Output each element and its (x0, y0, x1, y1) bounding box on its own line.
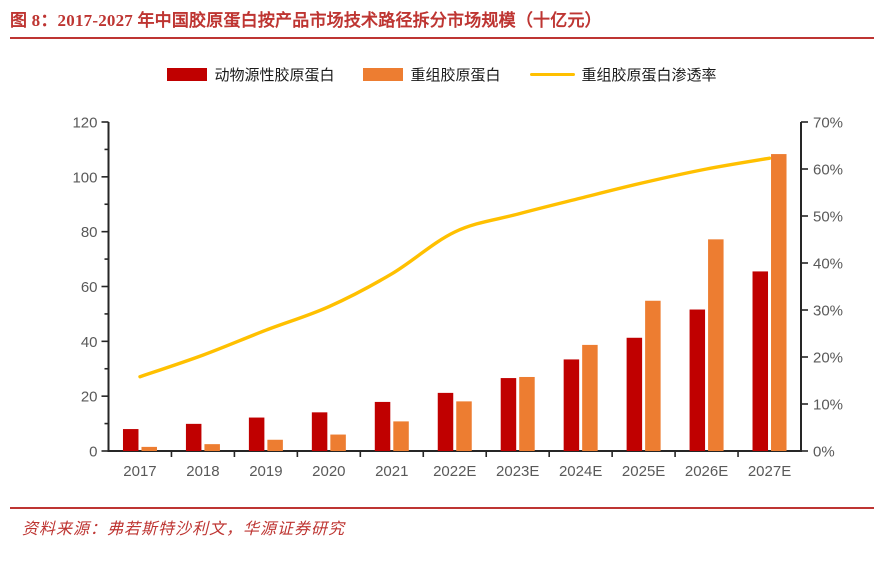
legend-label: 重组胶原蛋白渗透率 (581, 67, 717, 84)
left-axis-label: 120 (72, 115, 97, 132)
x-axis-category-label: 2020 (312, 463, 345, 480)
bar (626, 337, 643, 451)
left-axis-label: 20 (81, 389, 98, 406)
bar (141, 446, 157, 451)
legend-item-recombinant-collagen: 重组胶原蛋白 (363, 64, 501, 85)
bar (248, 417, 265, 451)
x-axis-category-label: 2021 (375, 463, 408, 480)
bar (500, 378, 517, 451)
figure-title: 图 8：2017-2027 年中国胶原蛋白按产品市场技术路径拆分市场规模（十亿元… (10, 11, 602, 30)
bar (374, 401, 391, 451)
x-axis-category-label: 2025E (622, 463, 665, 480)
bar (689, 309, 706, 451)
bar (437, 392, 454, 451)
x-axis-category-label: 2019 (249, 463, 282, 480)
bar (645, 300, 661, 451)
bar (204, 444, 220, 451)
bar (582, 344, 598, 451)
right-axis-label: 40% (813, 256, 843, 273)
legend-label: 重组胶原蛋白 (410, 67, 501, 84)
bar (708, 239, 724, 451)
axis-lines (107, 122, 802, 452)
recombinant-collagen-swatch-icon (363, 68, 404, 81)
right-axis-label: 50% (813, 209, 843, 226)
right-axis-label: 30% (813, 303, 843, 320)
title-divider (10, 37, 874, 40)
right-axis-label: 10% (813, 397, 843, 414)
source-note: 资料来源：弗若斯特沙利文，华源证券研究 (22, 521, 346, 538)
bar (330, 434, 346, 451)
left-axis-label: 100 (72, 169, 97, 186)
bar (519, 376, 535, 451)
x-axis-category-label: 2022E (433, 463, 476, 480)
x-axis-category-label: 2017 (123, 463, 156, 480)
x-axis-category-label: 2027E (748, 463, 791, 480)
left-axis-label: 40 (81, 334, 98, 351)
bar (122, 429, 139, 451)
left-axis-label: 60 (81, 279, 98, 296)
legend-item-animal-collagen: 动物源性胶原蛋白 (167, 64, 334, 85)
bars-recombinant-collagen (141, 154, 787, 451)
left-axis-ticks (101, 121, 109, 452)
x-axis-category-label: 2023E (496, 463, 539, 480)
left-axis-label: 0 (89, 444, 97, 461)
right-axis-ticks (801, 121, 808, 452)
bar (267, 439, 283, 451)
right-axis-label: 20% (813, 350, 843, 367)
combo-chart-plot: 0 20 40 60 80 100 120 0% 10% 20% 30% 40% 50% 60% 70% 20… (72, 115, 843, 481)
legend-label: 动物源性胶原蛋白 (214, 67, 335, 84)
penetration-rate-line (138, 156, 772, 379)
chart-legend: 动物源性胶原蛋白 重组胶原蛋白 重组胶原蛋白渗透率 (0, 64, 884, 85)
footer-divider (10, 507, 874, 509)
x-axis-category-label: 2018 (186, 463, 219, 480)
bar (393, 421, 409, 451)
right-axis-label: 70% (813, 115, 843, 132)
legend-item-penetration-rate: 重组胶原蛋白渗透率 (529, 64, 717, 85)
penetration-line-swatch-icon (529, 72, 575, 77)
bar (456, 401, 472, 451)
bar (771, 154, 787, 451)
bar (185, 423, 202, 451)
bar (311, 412, 328, 451)
x-axis-category-label: 2026E (685, 463, 728, 480)
right-axis-label: 60% (813, 162, 843, 179)
x-axis-category-label: 2024E (559, 463, 602, 480)
bar (563, 359, 580, 451)
right-axis-label: 0% (813, 444, 835, 461)
left-axis-label: 80 (81, 224, 98, 241)
animal-collagen-swatch-icon (167, 68, 208, 81)
bars-animal-collagen (122, 271, 769, 451)
bar (752, 271, 769, 451)
